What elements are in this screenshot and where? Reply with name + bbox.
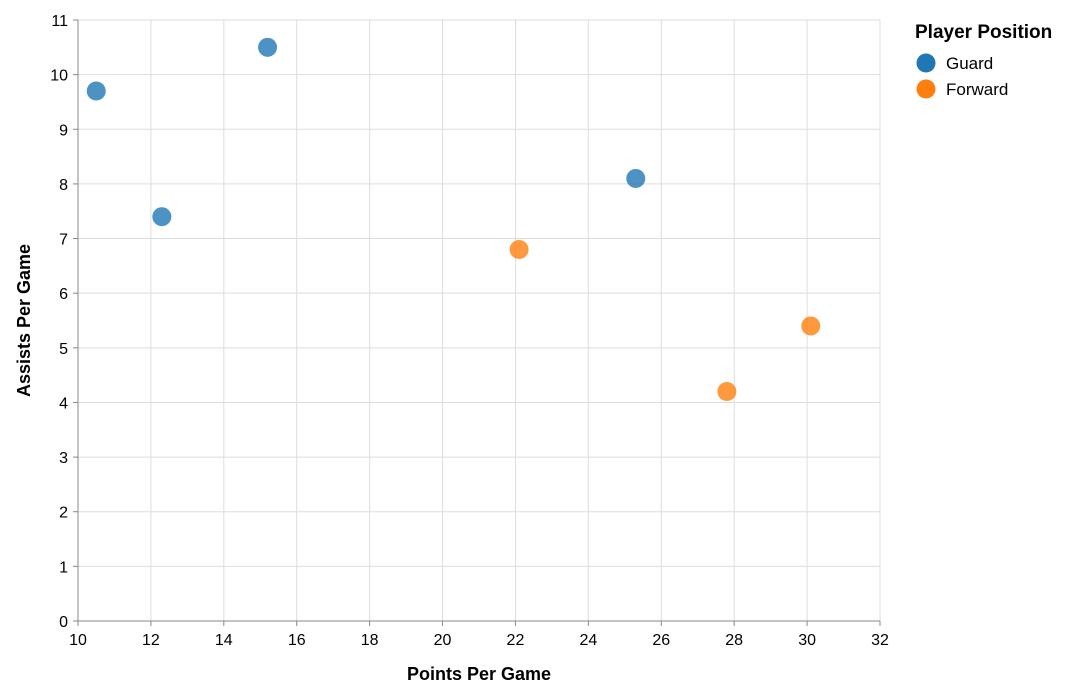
y-tick-label: 11 <box>51 13 68 30</box>
x-tick-label: 28 <box>725 632 743 649</box>
y-tick-label: 9 <box>59 122 68 139</box>
y-tick-label: 1 <box>59 559 68 576</box>
y-tick-label: 3 <box>59 450 68 467</box>
data-point-guard <box>152 207 171 226</box>
x-tick-label: 22 <box>507 632 525 649</box>
y-axis-title: Assists Per Game <box>14 244 34 397</box>
y-tick-label: 0 <box>59 614 68 631</box>
legend-symbol-forward <box>917 80 936 99</box>
y-tick-label: 7 <box>59 232 68 249</box>
x-tick-label: 12 <box>142 632 160 649</box>
data-points <box>87 38 821 401</box>
x-tick-label: 20 <box>434 632 452 649</box>
y-tick-label: 6 <box>59 286 68 303</box>
x-tick-label: 30 <box>798 632 816 649</box>
y-tick-label: 5 <box>59 341 68 358</box>
y-tick-label: 2 <box>59 505 68 522</box>
y-tick-label: 8 <box>59 177 68 194</box>
x-axis-ticks: 10 12 14 16 18 20 22 24 26 28 30 32 <box>69 621 889 649</box>
legend-items: Guard Forward <box>917 54 1009 100</box>
x-tick-label: 32 <box>871 632 889 649</box>
legend-title: Player Position <box>915 22 1052 43</box>
legend-label-forward: Forward <box>946 80 1008 99</box>
data-point-forward <box>717 382 736 401</box>
legend: Player Position Guard Forward <box>915 22 1052 99</box>
x-tick-label: 26 <box>652 632 670 649</box>
data-point-forward <box>510 240 529 259</box>
y-tick-label: 10 <box>50 68 68 85</box>
x-tick-label: 16 <box>288 632 306 649</box>
x-axis-title: Points Per Game <box>407 664 551 684</box>
y-axis-ticks: 0 1 2 3 4 5 6 7 8 9 10 11 <box>50 13 78 631</box>
data-point-guard <box>87 82 106 101</box>
legend-label-guard: Guard <box>946 54 993 73</box>
grid <box>78 20 880 621</box>
data-point-forward <box>801 316 820 335</box>
x-tick-label: 24 <box>579 632 597 649</box>
x-tick-label: 14 <box>215 632 233 649</box>
axes <box>78 20 880 621</box>
x-tick-label: 10 <box>69 632 87 649</box>
y-tick-label: 4 <box>59 395 68 412</box>
data-point-guard <box>626 169 645 188</box>
x-tick-label: 18 <box>361 632 379 649</box>
legend-symbol-guard <box>917 54 936 73</box>
data-point-guard <box>258 38 277 57</box>
